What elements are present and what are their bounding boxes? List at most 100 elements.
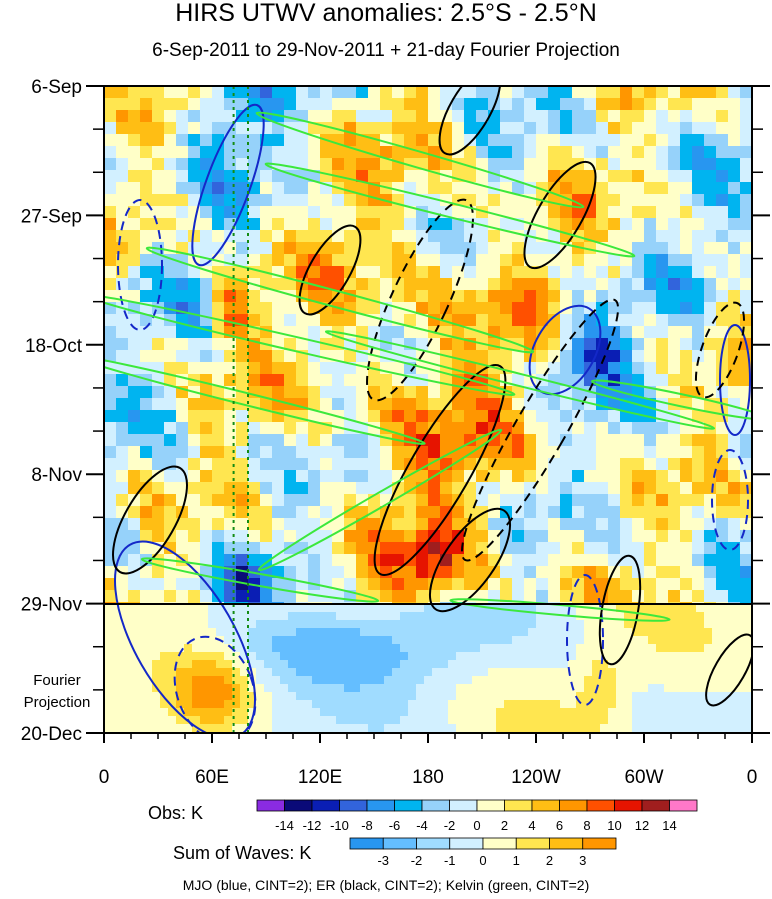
obs-cell	[428, 98, 441, 111]
projection-cell	[616, 604, 625, 613]
projection-cell	[280, 612, 289, 621]
projection-cell	[480, 636, 489, 645]
obs-cell	[464, 98, 477, 111]
obs-cell	[452, 590, 465, 603]
obs-cell	[392, 86, 405, 99]
obs-cell	[140, 338, 153, 351]
obs-cell	[476, 146, 489, 159]
projection-cell	[168, 684, 177, 693]
obs-cell	[236, 242, 249, 255]
projection-cell	[184, 652, 193, 661]
obs-cell	[440, 242, 453, 255]
projection-cell	[616, 660, 625, 669]
obs-cell	[488, 302, 501, 315]
obs-cell	[644, 326, 657, 339]
obs-cell	[380, 338, 393, 351]
projection-cell	[352, 668, 361, 677]
obs-cell	[332, 458, 345, 471]
obs-cell	[452, 470, 465, 483]
obs-cell	[512, 86, 525, 99]
projection-cell	[376, 612, 385, 621]
obs-cell	[200, 422, 213, 435]
projection-cell	[240, 692, 249, 701]
projection-cell	[128, 716, 137, 725]
projection-cell	[696, 660, 705, 669]
projection-cell	[600, 724, 609, 733]
projection-cell	[408, 700, 417, 709]
obs-cell	[596, 554, 609, 567]
obs-cell	[608, 218, 621, 231]
projection-cell	[320, 724, 329, 733]
projection-cell	[160, 620, 169, 629]
obs-cell	[608, 230, 621, 243]
obs-colorbar-label: -14	[275, 818, 294, 833]
obs-cell	[452, 434, 465, 447]
obs-cell	[668, 146, 681, 159]
obs-cell	[596, 494, 609, 507]
projection-cell	[664, 620, 673, 629]
projection-cell	[640, 708, 649, 717]
obs-cell	[716, 170, 729, 183]
projection-cell	[536, 660, 545, 669]
obs-cell	[236, 506, 249, 519]
projection-cell	[280, 660, 289, 669]
projection-cell	[496, 676, 505, 685]
obs-cell	[512, 554, 525, 567]
obs-cell	[236, 218, 249, 231]
obs-cell	[224, 242, 237, 255]
obs-cell	[632, 122, 645, 135]
projection-cell	[600, 668, 609, 677]
obs-cell	[152, 278, 165, 291]
obs-cell	[512, 242, 525, 255]
obs-cell	[644, 566, 657, 579]
obs-cell	[440, 134, 453, 147]
kelvin-contour	[590, 379, 752, 421]
projection-cell	[472, 636, 481, 645]
projection-cell	[104, 684, 113, 693]
projection-cell	[352, 708, 361, 717]
obs-colorbar-swatch	[449, 799, 478, 812]
obs-cell	[260, 218, 273, 231]
obs-cell	[548, 86, 561, 99]
obs-cell	[548, 410, 561, 423]
obs-cell	[452, 554, 465, 567]
obs-cell	[428, 134, 441, 147]
obs-cell	[164, 146, 177, 159]
obs-cell	[728, 290, 741, 303]
projection-cell	[312, 668, 321, 677]
obs-cell	[332, 434, 345, 447]
obs-cell	[260, 518, 273, 531]
projection-cell	[648, 652, 657, 661]
projection-cell	[496, 612, 505, 621]
projection-cell	[176, 708, 185, 717]
obs-cell	[116, 230, 129, 243]
obs-cell	[356, 374, 369, 387]
projection-cell	[592, 676, 601, 685]
projection-cell	[352, 684, 361, 693]
obs-cell	[572, 410, 585, 423]
projection-cell	[288, 660, 297, 669]
projection-cell	[504, 604, 513, 613]
projection-cell	[400, 620, 409, 629]
obs-cell	[188, 434, 201, 447]
obs-cell	[368, 98, 381, 111]
projection-cell	[264, 628, 273, 637]
obs-cell	[440, 254, 453, 267]
projection-cell	[440, 660, 449, 669]
obs-cell	[512, 146, 525, 159]
projection-cell	[544, 668, 553, 677]
projection-cell	[688, 652, 697, 661]
obs-cell	[680, 446, 693, 459]
projection-cell	[400, 628, 409, 637]
obs-cell	[512, 446, 525, 459]
obs-cell	[260, 386, 273, 399]
obs-cell	[104, 578, 117, 591]
projection-cell	[720, 652, 729, 661]
projection-cell	[552, 644, 561, 653]
projection-cell	[360, 660, 369, 669]
obs-cell	[140, 266, 153, 279]
projection-cell	[224, 652, 233, 661]
projection-cell	[232, 652, 241, 661]
obs-cell	[224, 194, 237, 207]
obs-cell	[656, 134, 669, 147]
